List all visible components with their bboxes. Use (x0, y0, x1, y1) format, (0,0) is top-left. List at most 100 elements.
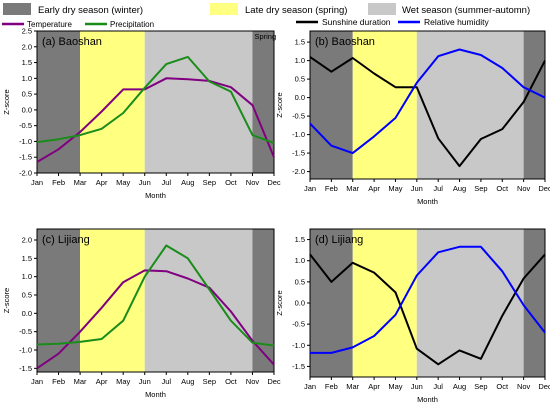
x-tick-label: Jan (304, 184, 316, 193)
season-band (80, 31, 145, 173)
season-band (416, 229, 524, 377)
legend-label-winter: Early dry season (winter) (38, 5, 143, 16)
y-tick-label: -1.5 (19, 153, 32, 162)
y-tick-label: 0.5 (22, 291, 32, 300)
x-axis-label: Month (417, 395, 438, 404)
series-line-precipitation (36, 244, 275, 347)
x-tick-label: Jun (139, 377, 151, 386)
x-tick-label: Jun (411, 382, 423, 391)
y-tick-label: 0.5 (295, 277, 305, 286)
legend-swatch-spring (210, 3, 238, 15)
x-tick-label: Sep (474, 382, 487, 391)
x-tick-label: Oct (496, 382, 509, 391)
season-band (352, 229, 417, 377)
y-tick-label: -1.5 (292, 362, 305, 371)
series-line-precipitation (36, 55, 275, 144)
x-tick-label: Jun (411, 184, 423, 193)
x-tick-label: May (388, 382, 402, 391)
x-tick-label: Mar (346, 184, 359, 193)
y-tick-label: 1.0 (295, 56, 305, 65)
panel-label: (a) Baoshan (42, 36, 102, 48)
x-tick-label: Apr (96, 178, 108, 187)
x-tick-label: Dec (267, 178, 281, 187)
x-tick-label: Jul (161, 178, 171, 187)
x-tick-label: Sep (474, 184, 487, 193)
x-tick-label: Jul (433, 382, 443, 391)
y-tick-label: 1.5 (295, 38, 305, 47)
x-tick-label: Dec (538, 184, 550, 193)
y-tick-label: 0.0 (295, 93, 305, 102)
series-legend-right: Sunshine duration Relative humidity (296, 17, 489, 27)
x-tick-label: Feb (52, 178, 65, 187)
y-axis-label: Z-score (2, 89, 11, 114)
x-tick-label: Dec (267, 377, 281, 386)
legend-label-wet: Wet season (summer-automn) (402, 5, 530, 16)
x-tick-label: Mar (346, 382, 359, 391)
x-tick-label: Jul (433, 184, 443, 193)
panels: -2.0 -1.5 -1.0 -0.5 0.0 0.5 1.0 1.5 2.0 2.5 Jan Feb… (2, 27, 550, 405)
x-tick-label: Jul (161, 377, 171, 386)
y-tick-label: 1.0 (22, 272, 32, 281)
panel-label: (c) Lijiang (42, 234, 90, 246)
y-tick-label: -1.0 (292, 341, 305, 350)
x-tick-label: Nov (517, 382, 531, 391)
season-band (523, 31, 545, 179)
y-tick-label: 1.0 (295, 256, 305, 265)
x-tick-label: Apr (368, 382, 380, 391)
x-axis-label: Month (145, 191, 166, 200)
series-legend-left: Temperature Precipitation (2, 20, 154, 29)
series-line-sunshine-duration (309, 56, 546, 168)
x-axis-label: Month (417, 197, 438, 206)
x-tick-label: Feb (325, 184, 338, 193)
series-line-sunshine-duration (309, 253, 546, 366)
season-legend: Early dry season (winter) Late dry seaso… (3, 3, 530, 16)
x-tick-label: Nov (517, 184, 531, 193)
season-band (310, 229, 353, 377)
y-tick-label: 1.5 (22, 254, 32, 263)
x-axis-label: Month (145, 390, 166, 399)
season-band (37, 229, 81, 372)
panel-0: -2.0 -1.5 -1.0 -0.5 0.0 0.5 1.0 1.5 2.0 2.5 Jan Feb… (2, 27, 281, 201)
y-tick-label: 1.0 (22, 74, 32, 83)
x-tick-label: Mar (74, 377, 87, 386)
panel-label: (b) Baoshan (315, 36, 375, 48)
x-tick-label: Jan (31, 377, 43, 386)
x-tick-label: Jan (31, 178, 43, 187)
x-tick-label: Sep (203, 377, 216, 386)
x-tick-label: Apr (368, 184, 380, 193)
y-tick-label: 0.5 (22, 90, 32, 99)
x-tick-label: Aug (181, 178, 194, 187)
y-tick-label: -2.0 (292, 167, 305, 176)
y-tick-label: -1.5 (19, 364, 32, 373)
y-axis-label: Z-score (275, 92, 284, 117)
x-tick-label: Jun (139, 178, 151, 187)
y-tick-label: 1.5 (22, 58, 32, 67)
x-tick-label: Aug (453, 382, 466, 391)
y-tick-label: 2.0 (22, 236, 32, 245)
y-tick-label: -1.0 (292, 130, 305, 139)
plot-frame (309, 30, 546, 180)
season-band (144, 31, 253, 173)
x-tick-label: Nov (246, 178, 260, 187)
legend-label-temperature: Temperature (27, 20, 72, 29)
y-tick-label: 0.0 (295, 299, 305, 308)
panel-1: -2.0 -1.5 -1.0 -0.5 0.0 0.5 1.0 1.5 Jan Feb Mar Apr… (275, 30, 550, 206)
y-tick-label: -0.5 (292, 112, 305, 121)
legend-label-precipitation: Precipitation (110, 20, 154, 29)
x-tick-label: Jan (304, 382, 316, 391)
season-band (144, 229, 253, 372)
legend-label-sunshine: Sunshine duration (322, 17, 391, 27)
series-line-relative-humidity (310, 245, 546, 354)
legend-swatch-wet (368, 3, 396, 15)
panel-3: -1.5 -1.0 -0.5 0.0 0.5 1.0 1.5 Jan Feb Mar Apr May J… (275, 228, 550, 404)
y-tick-label: -0.5 (292, 320, 305, 329)
y-tick-label: -1.0 (19, 346, 32, 355)
panel-label: (d) Lijiang (315, 234, 363, 246)
y-tick-label: -0.5 (19, 327, 32, 336)
series-line-temperature (36, 269, 275, 370)
y-tick-label: -1.5 (292, 149, 305, 158)
x-tick-label: Aug (181, 377, 194, 386)
season-band (80, 229, 145, 372)
y-tick-label: 1.5 (295, 235, 305, 244)
